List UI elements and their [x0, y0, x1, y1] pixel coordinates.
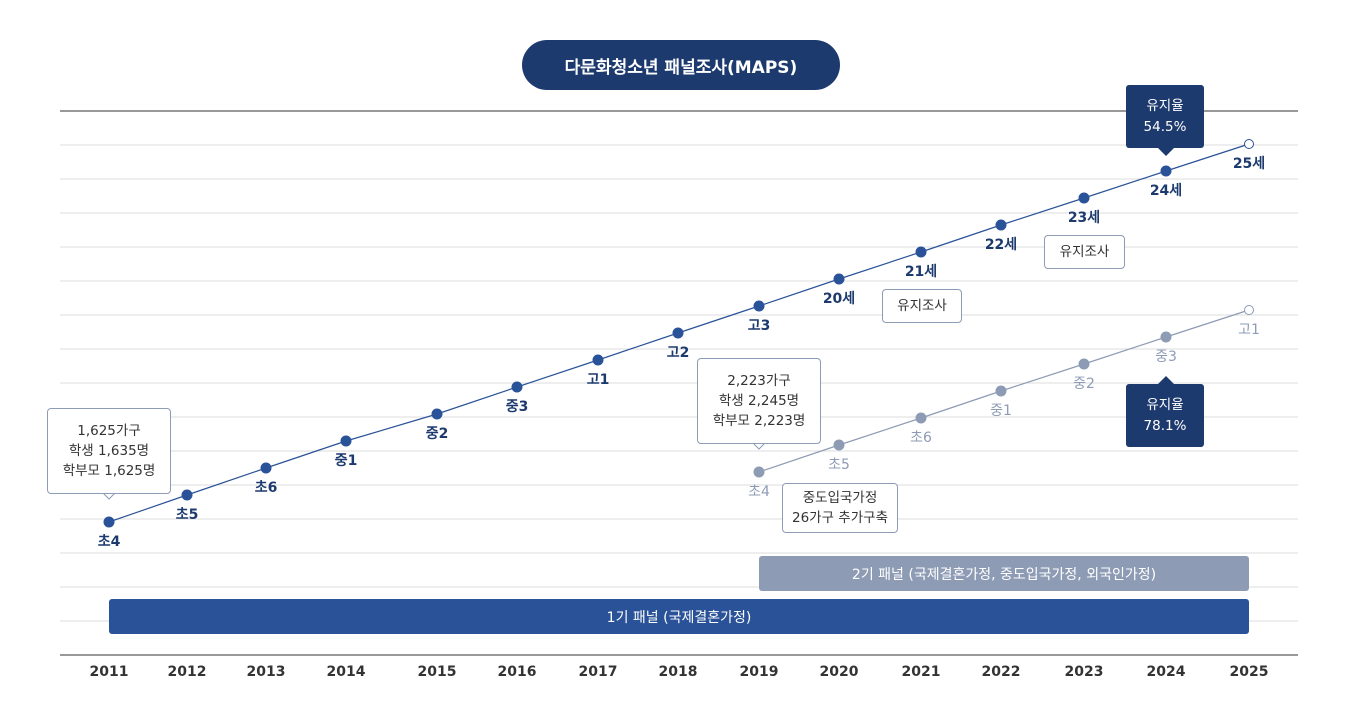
panel2-point-label: 초4: [748, 484, 770, 500]
panel1-point-label: 24세: [1150, 183, 1182, 199]
panel1-point-label: 21세: [905, 264, 937, 280]
panel1-point: [833, 273, 845, 285]
panel2-point-label: 초5: [828, 457, 850, 473]
year-label-2018: 2018: [658, 664, 698, 680]
year-label-2021: 2021: [901, 664, 941, 680]
retention-label: 유지율: [1146, 396, 1184, 413]
panel1-point: [592, 354, 604, 366]
year-label-2024: 2024: [1146, 664, 1186, 680]
panel2-students: 학생 2,245명: [718, 393, 800, 409]
panel1-info-box: 1,625가구 학생 1,635명 학부모 1,625명: [47, 408, 171, 494]
year-label-2017: 2017: [578, 664, 618, 680]
year-label-2015: 2015: [417, 664, 457, 680]
panel1-point: [672, 327, 684, 339]
survey-note-panel2: 유지조사: [1044, 235, 1125, 269]
year-label-2022: 2022: [981, 664, 1021, 680]
panel1-point-label: 중1: [335, 453, 358, 469]
panel2-retention-badge: 유지율 78.1%: [1126, 384, 1204, 447]
retention-label: 유지율: [1146, 97, 1184, 114]
panel1-point: [340, 435, 352, 447]
panel1-point: [1078, 192, 1090, 204]
year-label-2014: 2014: [326, 664, 366, 680]
panel2-point-label: 고1: [1238, 322, 1260, 338]
panel1-point: [103, 516, 115, 528]
year-label-2011: 2011: [89, 664, 129, 680]
panel1-point-label: 고1: [587, 372, 610, 388]
panel1-point-label: 22세: [985, 237, 1017, 253]
panel1-bar: 1기 패널 (국제결혼가정): [109, 599, 1249, 634]
panel1-point-label: 중2: [426, 426, 449, 442]
retention-value: 78.1%: [1143, 417, 1187, 434]
panel1-students: 학생 1,635명: [68, 443, 150, 459]
panel2-bar: 2기 패널 (국제결혼가정, 중도입국가정, 외국인가정): [759, 556, 1249, 591]
panel1-point: [1244, 139, 1254, 149]
panel1-point-label: 초5: [176, 507, 199, 523]
panel1-point: [915, 246, 927, 258]
year-label-2012: 2012: [167, 664, 207, 680]
panel1-retention-badge: 유지율 54.5%: [1126, 85, 1204, 148]
panel1-point-label: 중3: [506, 399, 529, 415]
page-title: 다문화청소년 패널조사(MAPS): [522, 40, 840, 90]
panel2-point: [833, 439, 845, 451]
panel1-point: [1160, 165, 1172, 177]
panel1-point: [260, 462, 272, 474]
panel1-point-label: 고2: [667, 345, 690, 361]
panel1-point-label: 23세: [1068, 210, 1100, 226]
panel2-point: [915, 412, 927, 424]
panel1-point: [431, 408, 443, 420]
panel2-addition-note: 중도입국가정 26가구 추가구축: [782, 483, 898, 533]
panel1-point: [753, 300, 765, 312]
panel1-point: [995, 219, 1007, 231]
panel1-point-label: 25세: [1233, 156, 1265, 172]
panel1-point-label: 초6: [255, 480, 278, 496]
panel2-households: 2,223가구: [727, 373, 791, 389]
retention-value: 54.5%: [1143, 118, 1187, 135]
panel1-point-label: 초4: [98, 534, 121, 550]
panel2-point-label: 중2: [1073, 376, 1095, 392]
note-line: 중도입국가정: [802, 490, 878, 506]
panel1-parents: 학부모 1,625명: [62, 463, 156, 479]
panel2-point: [1078, 358, 1090, 370]
panel1-point-label: 20세: [823, 291, 855, 307]
year-label-2013: 2013: [246, 664, 286, 680]
panel1-point: [181, 489, 193, 501]
note-line: 26가구 추가구축: [792, 510, 888, 526]
panel2-point: [1244, 305, 1254, 315]
year-label-2025: 2025: [1229, 664, 1269, 680]
panel2-point: [995, 385, 1007, 397]
panel2-point: [1160, 331, 1172, 343]
panel2-point-label: 중3: [1155, 349, 1177, 365]
panel2-point-label: 초6: [910, 430, 932, 446]
panel1-point: [511, 381, 523, 393]
panel1-point-label: 고3: [748, 318, 771, 334]
badge-pointer: [1158, 376, 1174, 384]
year-label-2019: 2019: [739, 664, 779, 680]
panel2-parents: 학부모 2,223명: [712, 413, 806, 429]
year-label-2016: 2016: [497, 664, 537, 680]
panel1-households: 1,625가구: [77, 423, 141, 439]
year-label-2023: 2023: [1064, 664, 1104, 680]
badge-pointer: [1158, 148, 1174, 156]
panel2-point-label: 중1: [990, 403, 1012, 419]
survey-note-panel1: 유지조사: [882, 289, 962, 323]
panel2-info-box: 2,223가구 학생 2,245명 학부모 2,223명: [697, 358, 821, 444]
panel2-point: [753, 466, 765, 478]
year-label-2020: 2020: [819, 664, 859, 680]
